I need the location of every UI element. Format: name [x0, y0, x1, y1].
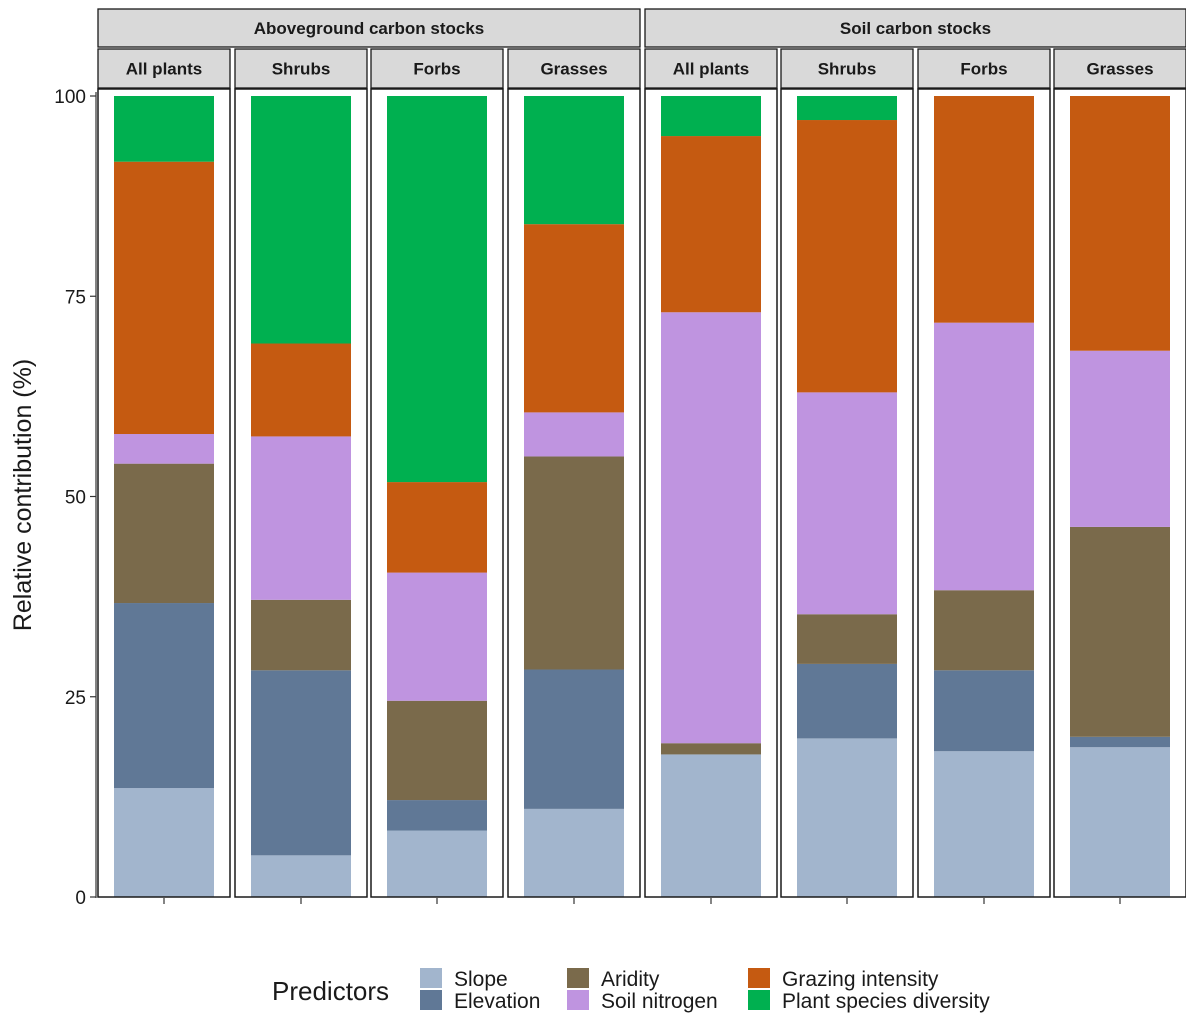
bar-segment-grazing-intensity	[797, 120, 897, 393]
bar-segment-slope	[524, 808, 624, 897]
panel-border	[234, 88, 368, 898]
legend-key-soil-nitrogen	[567, 990, 589, 1010]
bar-segment-aridity	[797, 614, 897, 664]
bar-segment-elevation	[1070, 736, 1170, 748]
y-tick-label: 25	[65, 688, 86, 709]
y-axis: 0 25 50 75 100	[54, 87, 97, 909]
bar-segment-soil-nitrogen	[1070, 350, 1170, 527]
bar-segment-elevation	[524, 669, 624, 809]
panel-strip-aboveground-carbon-stocks-forbs	[370, 48, 504, 89]
legend-key-grazing-intensity	[748, 968, 770, 988]
panel-border	[644, 88, 778, 898]
legend-label: Slope	[454, 968, 508, 991]
legend-label: Plant species diversity	[782, 990, 990, 1013]
y-tick-label: 50	[65, 488, 86, 509]
panel-strip-aboveground-carbon-stocks-grasses	[507, 48, 641, 89]
bar-segment-soil-nitrogen	[797, 392, 897, 615]
group-strip-soil-carbon-stocks	[644, 8, 1186, 48]
bar-segment-grazing-intensity	[251, 343, 351, 437]
group-strip-label: Aboveground carbon stocks	[254, 19, 484, 38]
legend-key-plant-species-diversity	[748, 990, 770, 1010]
bar-segment-grazing-intensity	[114, 161, 214, 435]
bar-segment-slope	[251, 855, 351, 897]
bar-segment-grazing-intensity	[524, 224, 624, 413]
bar-segment-soil-nitrogen	[934, 322, 1034, 591]
bar-segment-aridity	[661, 743, 761, 755]
panel-strip-label: All plants	[673, 60, 750, 79]
legend-label: Aridity	[601, 968, 660, 991]
bar-segment-plant-species-diversity	[661, 96, 761, 137]
bar-segment-soil-nitrogen	[114, 434, 214, 464]
bar-segment-elevation	[797, 663, 897, 739]
bar-segment-soil-nitrogen	[387, 572, 487, 701]
bar-segment-aridity	[387, 700, 487, 801]
bar-segment-plant-species-diversity	[387, 96, 487, 483]
bar-segment-slope	[114, 788, 214, 897]
y-tick-label: 0	[75, 888, 86, 909]
bar-segment-plant-species-diversity	[114, 96, 214, 162]
panel-strip-label: Grasses	[1086, 60, 1153, 79]
legend-key-aridity	[567, 968, 589, 988]
bar-segment-elevation	[387, 800, 487, 831]
panel-border	[917, 88, 1051, 898]
bar-segment-plant-species-diversity	[797, 96, 897, 121]
panel-border	[97, 88, 231, 898]
bar-segment-soil-nitrogen	[661, 312, 761, 744]
bar-segment-aridity	[934, 590, 1034, 671]
facet-strips: Aboveground carbon stocks Soil carbon sto…	[97, 8, 1186, 89]
bar-segment-elevation	[114, 603, 214, 789]
panel-strip-label: Shrubs	[818, 60, 877, 79]
panel-strip-aboveground-carbon-stocks-shrubs	[234, 48, 368, 89]
panel-border	[1053, 88, 1186, 898]
bar-segment-slope	[387, 830, 487, 897]
bar-segment-aridity	[524, 456, 624, 670]
panel-strip-label: All plants	[126, 60, 203, 79]
bar-segment-aridity	[251, 599, 351, 671]
bar-segment-elevation	[251, 670, 351, 856]
bar-segment-plant-species-diversity	[524, 96, 624, 225]
panel-strip-soil-carbon-stocks-forbs	[917, 48, 1051, 89]
bar-segment-grazing-intensity	[387, 482, 487, 573]
bar-segment-slope	[797, 738, 897, 897]
bar-segment-slope	[934, 751, 1034, 897]
legend-key-slope	[420, 968, 442, 988]
legend-key-elevation	[420, 990, 442, 1010]
bar-segment-elevation	[934, 670, 1034, 752]
bar-segment-slope	[661, 754, 761, 897]
bar-segment-aridity	[1070, 526, 1170, 737]
bar-segment-grazing-intensity	[1070, 96, 1170, 351]
group-strip-aboveground-carbon-stocks	[97, 8, 641, 48]
panel-border	[780, 88, 914, 898]
panel-strip-label: Forbs	[413, 60, 460, 79]
legend-label: Grazing intensity	[782, 968, 939, 991]
group-strip-label: Soil carbon stocks	[840, 19, 991, 38]
legend-title: Predictors	[272, 976, 389, 1006]
panel-strip-soil-carbon-stocks-all-plants	[644, 48, 778, 89]
panel-strip-soil-carbon-stocks-grasses	[1053, 48, 1186, 89]
bar-segment-soil-nitrogen	[251, 436, 351, 600]
y-axis-title: Relative contribution (%)	[9, 359, 37, 631]
panel-strip-label: Shrubs	[272, 60, 331, 79]
bar-segment-plant-species-diversity	[251, 96, 351, 344]
y-tick-label: 100	[54, 87, 86, 108]
panel-strip-soil-carbon-stocks-shrubs	[780, 48, 914, 89]
legend-label: Elevation	[454, 990, 540, 1013]
bar-segment-soil-nitrogen	[524, 412, 624, 457]
panel-strip-label: Forbs	[960, 60, 1007, 79]
bar-segment-slope	[1070, 747, 1170, 897]
bar-segment-aridity	[114, 463, 214, 604]
bar-segment-grazing-intensity	[661, 136, 761, 313]
legend-label: Soil nitrogen	[601, 990, 718, 1013]
panel-strip-label: Grasses	[540, 60, 607, 79]
bar-segment-grazing-intensity	[934, 96, 1034, 323]
y-tick-label: 75	[65, 287, 86, 308]
facet-panels	[97, 88, 1186, 904]
panel-border	[370, 88, 504, 898]
panel-border	[507, 88, 641, 898]
panel-strip-aboveground-carbon-stocks-all-plants	[97, 48, 231, 89]
